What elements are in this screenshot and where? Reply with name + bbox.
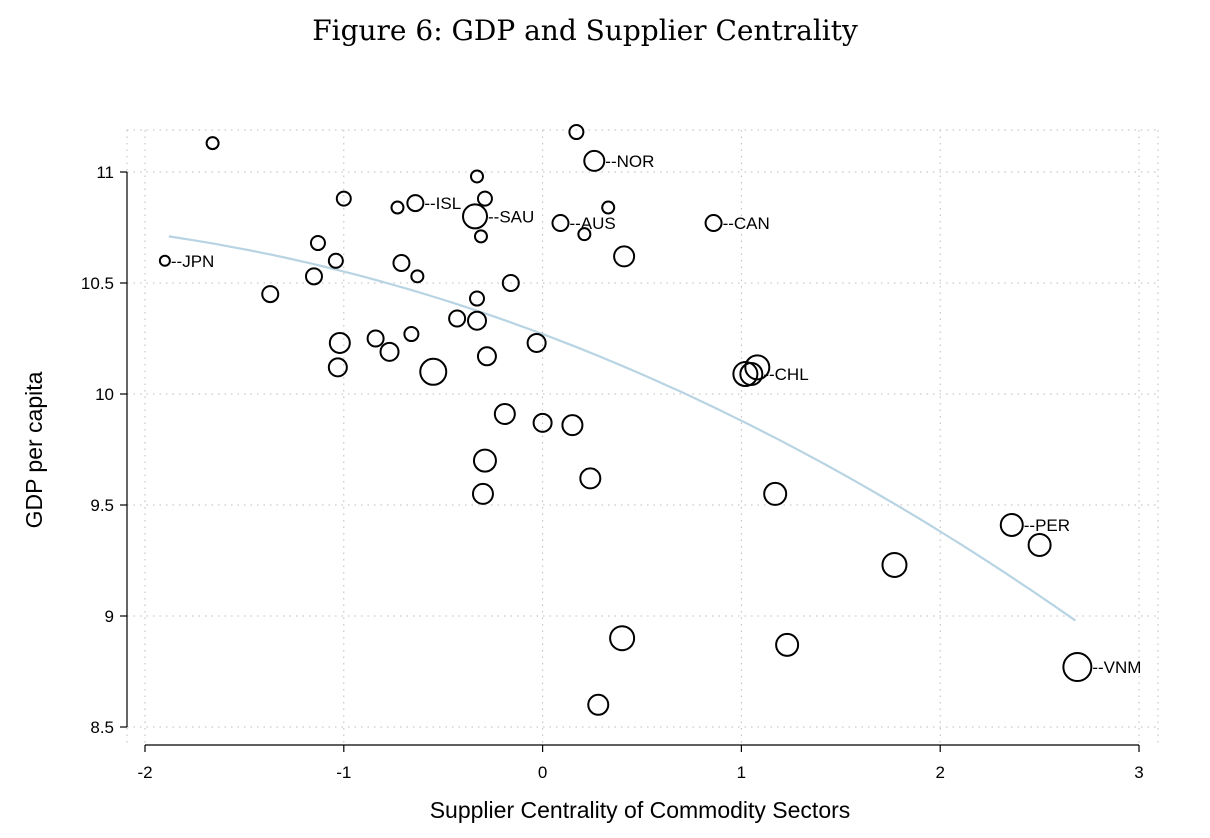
data-point xyxy=(403,326,420,343)
data-point xyxy=(609,625,636,652)
data-point xyxy=(704,214,723,233)
point-label: --VNM xyxy=(1092,658,1141,677)
data-point xyxy=(744,354,771,381)
data-point xyxy=(466,310,487,331)
data-point xyxy=(579,467,602,490)
y-axis-label: GDP per capita xyxy=(21,371,47,528)
point-label: --AUS xyxy=(569,214,615,233)
data-point xyxy=(327,252,344,269)
data-point xyxy=(328,331,351,354)
point-label: --ISL xyxy=(424,194,461,213)
data-point xyxy=(763,481,788,506)
x-tick-label: 1 xyxy=(737,763,746,782)
data-point xyxy=(419,357,448,386)
y-tick-label: 11 xyxy=(96,163,114,182)
y-tick-label: 10 xyxy=(95,385,114,404)
y-tick-label: 10.5 xyxy=(81,274,114,293)
data-point xyxy=(577,227,592,242)
x-tick-label: 3 xyxy=(1134,763,1143,782)
data-point xyxy=(881,551,908,578)
y-tick-label: 9 xyxy=(105,607,114,626)
data-point xyxy=(1027,532,1052,557)
y-tick-label: 9.5 xyxy=(90,496,114,515)
x-tick-label: -1 xyxy=(336,763,351,782)
grid-lines xyxy=(126,129,1159,745)
data-point xyxy=(601,200,616,215)
axes: 8.5 9 9.5 10 10.5 11 -2 -1 0 1 2 3 xyxy=(81,163,1144,782)
y-tick-label: 8.5 xyxy=(90,718,114,737)
point-label: --PER xyxy=(1024,516,1070,535)
data-point xyxy=(468,290,485,307)
data-point xyxy=(583,149,606,172)
data-point xyxy=(327,357,348,378)
data-point xyxy=(205,136,220,151)
data-point xyxy=(501,274,520,292)
chart-title: Figure 6: GDP and Supplier Centrality xyxy=(312,14,858,47)
data-point xyxy=(476,190,493,207)
data-point xyxy=(448,309,467,328)
data-point xyxy=(613,245,636,268)
data-point xyxy=(335,190,352,207)
data-point xyxy=(309,235,326,252)
data-point xyxy=(379,341,400,362)
data-point xyxy=(469,169,484,184)
data-point xyxy=(261,285,280,304)
point-label: --SAU xyxy=(488,207,534,226)
data-point xyxy=(392,254,411,273)
data-point xyxy=(775,632,800,657)
data-point xyxy=(732,361,759,388)
data-point xyxy=(366,329,385,348)
data-point xyxy=(390,200,405,215)
data-point xyxy=(561,414,584,437)
point-label: --NOR xyxy=(605,152,654,171)
x-tick-label: 2 xyxy=(935,763,944,782)
point-label: --CHL xyxy=(763,365,808,384)
data-point xyxy=(551,214,570,233)
data-point xyxy=(471,482,494,505)
data-point xyxy=(410,269,425,284)
data-point xyxy=(304,267,323,286)
data-point xyxy=(999,512,1024,537)
x-tick-label: -2 xyxy=(137,763,152,782)
data-point xyxy=(532,412,553,433)
x-tick-label: 0 xyxy=(538,763,547,782)
data-point xyxy=(526,332,547,353)
x-axis-label: Supplier Centrality of Commodity Sectors xyxy=(430,797,851,823)
data-point xyxy=(739,362,764,387)
data-point xyxy=(587,693,610,716)
data-point xyxy=(462,203,489,230)
points: --NOR --ISL --SAU --AUS --CAN --JPN --CHL --PER… xyxy=(158,124,1141,716)
data-point xyxy=(1062,652,1093,683)
data-point xyxy=(493,402,516,425)
data-point xyxy=(568,124,585,141)
data-point xyxy=(158,254,171,267)
fit-curve xyxy=(168,235,1077,622)
data-point xyxy=(476,346,497,367)
data-point xyxy=(406,194,425,213)
data-point xyxy=(472,448,497,473)
data-point xyxy=(473,229,488,244)
point-label: --CAN xyxy=(723,214,770,233)
point-label: --JPN xyxy=(171,252,214,271)
